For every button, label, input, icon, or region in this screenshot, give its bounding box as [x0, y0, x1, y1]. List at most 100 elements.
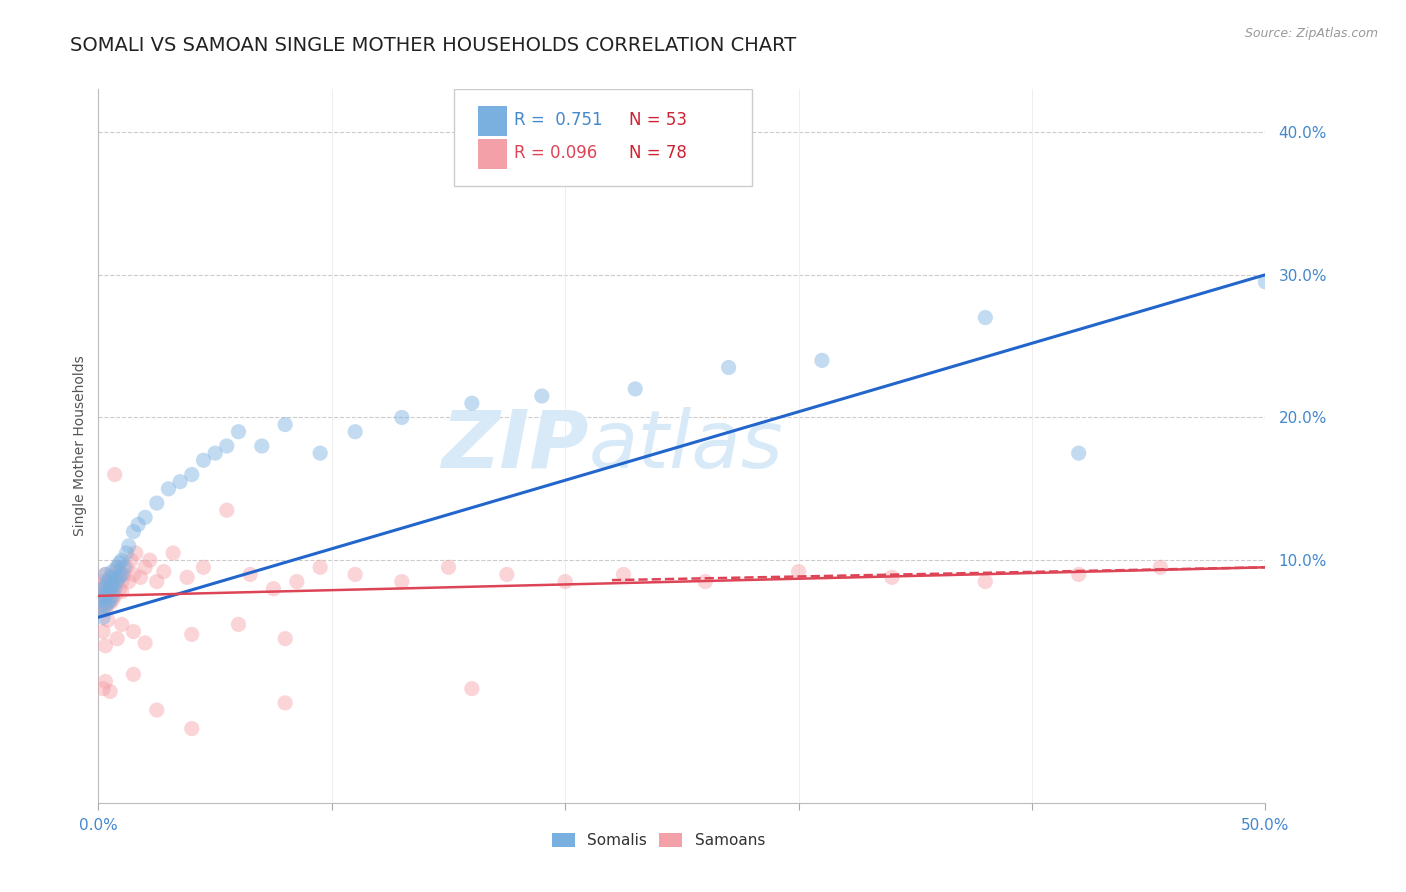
- Point: [134, 510, 156, 524]
- Text: N = 78: N = 78: [630, 145, 688, 162]
- Point: [695, 574, 717, 589]
- Point: [613, 567, 636, 582]
- Point: [176, 570, 198, 584]
- Point: [285, 574, 308, 589]
- Point: [274, 696, 297, 710]
- Point: [108, 556, 131, 570]
- Point: [105, 560, 128, 574]
- Point: [391, 574, 413, 589]
- Point: [496, 567, 519, 582]
- Point: [94, 579, 117, 593]
- Point: [274, 417, 297, 432]
- Point: [122, 624, 145, 639]
- Point: [98, 582, 121, 596]
- Point: [122, 524, 145, 539]
- Point: [162, 546, 184, 560]
- Point: [461, 681, 484, 696]
- Point: [134, 636, 156, 650]
- Point: [787, 565, 810, 579]
- Point: [104, 582, 127, 596]
- Point: [98, 584, 121, 599]
- Legend: Somalis, Samoans: Somalis, Samoans: [544, 825, 772, 855]
- Point: [554, 574, 576, 589]
- Point: [97, 584, 120, 599]
- Point: [101, 570, 124, 584]
- Point: [122, 667, 145, 681]
- Point: [108, 570, 131, 584]
- Point: [94, 567, 117, 582]
- Point: [239, 567, 262, 582]
- Point: [461, 396, 484, 410]
- Point: [1149, 560, 1171, 574]
- Point: [111, 567, 134, 582]
- Point: [118, 574, 141, 589]
- Point: [215, 503, 238, 517]
- Point: [111, 574, 134, 589]
- Point: [391, 410, 413, 425]
- Point: [98, 596, 121, 610]
- Point: [193, 560, 215, 574]
- Point: [91, 582, 114, 596]
- Point: [180, 467, 202, 482]
- Text: ZIP: ZIP: [441, 407, 589, 485]
- Point: [122, 567, 145, 582]
- Point: [105, 632, 128, 646]
- Text: R =  0.751: R = 0.751: [513, 111, 603, 128]
- Point: [94, 589, 117, 603]
- Point: [115, 560, 138, 574]
- Point: [90, 589, 112, 603]
- Point: [157, 482, 180, 496]
- Point: [120, 553, 142, 567]
- Point: [344, 567, 367, 582]
- Point: [111, 553, 134, 567]
- Point: [118, 539, 141, 553]
- Point: [91, 596, 114, 610]
- FancyBboxPatch shape: [478, 105, 508, 136]
- Point: [98, 574, 121, 589]
- Point: [624, 382, 647, 396]
- Point: [94, 603, 117, 617]
- Point: [94, 582, 117, 596]
- Point: [101, 593, 124, 607]
- Point: [98, 684, 121, 698]
- Point: [134, 560, 156, 574]
- Point: [228, 617, 250, 632]
- Point: [91, 610, 114, 624]
- Point: [91, 574, 114, 589]
- Point: [129, 570, 152, 584]
- Point: [880, 570, 903, 584]
- Point: [111, 584, 134, 599]
- Point: [127, 517, 149, 532]
- Point: [974, 310, 997, 325]
- Point: [94, 593, 117, 607]
- Point: [250, 439, 273, 453]
- Point: [104, 574, 127, 589]
- Point: [262, 582, 284, 596]
- Point: [146, 703, 169, 717]
- Point: [228, 425, 250, 439]
- Y-axis label: Single Mother Households: Single Mother Households: [73, 356, 87, 536]
- Point: [90, 589, 112, 603]
- Point: [811, 353, 834, 368]
- Point: [91, 624, 114, 639]
- Point: [180, 722, 202, 736]
- Point: [115, 546, 138, 560]
- Point: [193, 453, 215, 467]
- Point: [97, 589, 120, 603]
- Text: SOMALI VS SAMOAN SINGLE MOTHER HOUSEHOLDS CORRELATION CHART: SOMALI VS SAMOAN SINGLE MOTHER HOUSEHOLD…: [70, 36, 797, 54]
- Point: [108, 565, 131, 579]
- Text: atlas: atlas: [589, 407, 783, 485]
- Point: [94, 599, 117, 613]
- Point: [97, 579, 120, 593]
- Point: [90, 599, 112, 613]
- Point: [98, 593, 121, 607]
- Point: [97, 596, 120, 610]
- Point: [104, 570, 127, 584]
- Text: Source: ZipAtlas.com: Source: ZipAtlas.com: [1244, 27, 1378, 40]
- Point: [108, 582, 131, 596]
- Point: [97, 613, 120, 627]
- Point: [125, 546, 148, 560]
- Point: [105, 560, 128, 574]
- Point: [94, 674, 117, 689]
- Point: [204, 446, 226, 460]
